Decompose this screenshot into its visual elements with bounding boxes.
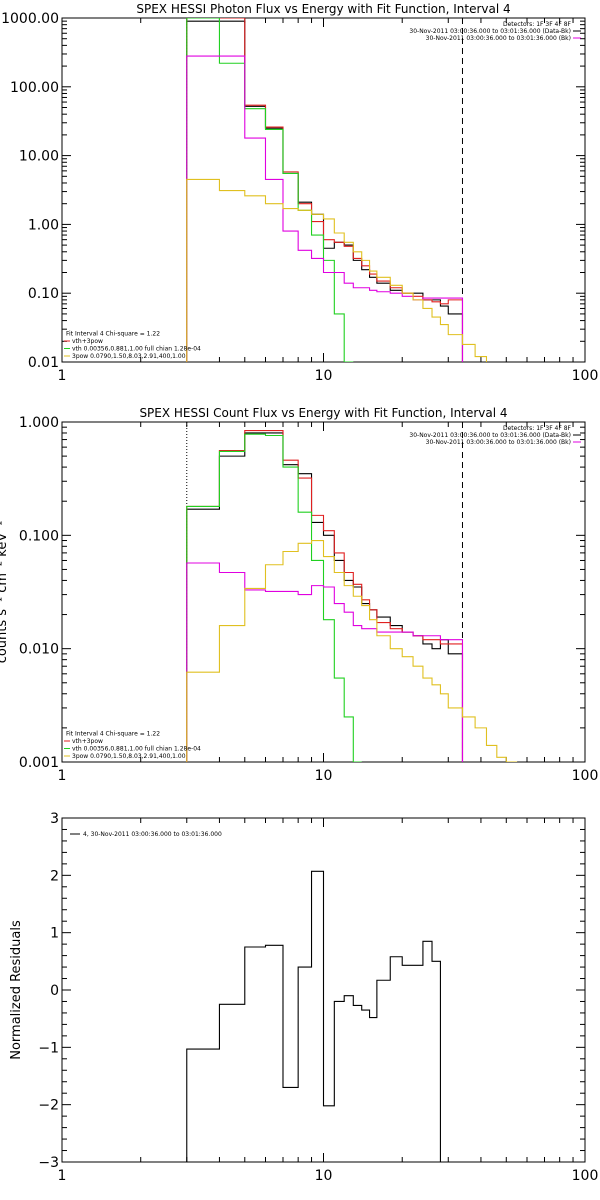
y-tick-label: 0.001: [19, 755, 59, 771]
series-0-histogram: [186, 870, 441, 1162]
series-0-histogram: [186, 432, 464, 762]
y-tick-label: 1000.00: [1, 11, 59, 27]
y-tick-label: −1: [38, 1040, 59, 1056]
legend-entry: vth+3pow: [72, 738, 103, 745]
x-tick-label: 1: [58, 1168, 67, 1184]
photon-flux-panel: SPEX HESSI Photon Flux vs Energy with Fi…: [1, 2, 598, 384]
series-4-histogram: [186, 178, 488, 362]
x-tick-label: 10: [315, 768, 333, 784]
x-tick-label: 100: [572, 1168, 599, 1184]
y-tick-label: −3: [38, 1155, 59, 1171]
y-tick-label: 2: [50, 868, 59, 884]
y-axis-label: Normalized Residuals: [9, 920, 24, 1060]
x-tick-label: 1: [58, 368, 67, 384]
series-2-histogram: [186, 433, 362, 762]
x-tick-label: 100: [572, 768, 599, 784]
legend-entry: 30-Nov-2011 03:00:36.000 to 03:01:36.000…: [426, 439, 571, 446]
legend-entry: vth+3pow: [72, 338, 103, 345]
y-tick-label: 100.00: [10, 80, 59, 96]
x-tick-label: 1: [58, 768, 67, 784]
y-tick-label: −2: [38, 1098, 59, 1114]
legend-entry: Detectors: 1F 3F 4F 8F: [503, 21, 572, 28]
x-tick-label: 10: [315, 368, 333, 384]
legend-entry: vth 0.00356,0.881,1.00 full chian 1.28e-…: [72, 746, 201, 753]
y-tick-label: 0: [50, 983, 59, 999]
y-tick-label: 1.00: [28, 217, 59, 233]
series-2-histogram: [186, 18, 354, 362]
legend-entry: 30-Nov-2011 03:00:36.000 to 03:01:36.000…: [409, 432, 571, 439]
y-tick-label: 0.100: [19, 528, 59, 544]
y-tick-label: 0.01: [28, 355, 59, 371]
x-tick-label: 10: [315, 1168, 333, 1184]
y-tick-label: 0.010: [19, 642, 59, 658]
series-3-histogram: [186, 562, 464, 762]
y-tick-label: 0.10: [28, 286, 59, 302]
count-flux-panel: SPEX HESSI Count Flux vs Energy with Fit…: [0, 406, 598, 784]
x-tick-label: 100: [572, 368, 599, 384]
y-tick-label: 1: [50, 926, 59, 942]
legend-entry: vth 0.00356,0.881,1.00 full chian 1.28e-…: [72, 346, 201, 353]
y-tick-label: 10.00: [19, 149, 59, 165]
y-tick-label: 3: [50, 811, 59, 827]
y-axis-label: counts s⁻¹ cm⁻² keV⁻¹: [0, 521, 10, 664]
plot-frame: [61, 17, 586, 363]
chart-title: SPEX HESSI Photon Flux vs Energy with Fi…: [136, 2, 510, 16]
legend-entry: Detectors: 1F 3F 4F 8F: [503, 425, 572, 432]
legend-entry: 3pow 0.0790,1.50,8.03,2.91,400,1.00: [72, 353, 186, 360]
legend-entry: Fit Interval 4 Chi-square = 1.22: [66, 731, 160, 738]
legend-entry: 4, 30-Nov-2011 03:00:36.000 to 03:01:36.…: [83, 831, 222, 838]
y-tick-label: 1.000: [19, 415, 59, 431]
series-0-histogram: [186, 20, 464, 362]
legend-entry: 30-Nov-2011 03:00:36.000 to 03:01:36.000…: [409, 28, 571, 35]
legend-entry: 3pow 0.0790,1.50,8.03,2.91,400,1.00: [72, 753, 186, 760]
series-1-histogram: [186, 430, 464, 762]
series-1-histogram: [186, 18, 464, 362]
legend-entry: 30-Nov-2011 03:00:36.000 to 03:01:36.000…: [426, 35, 571, 42]
legend-entry: Fit Interval 4 Chi-square = 1.22: [66, 331, 160, 338]
series-3-histogram: [186, 55, 464, 362]
chart-title: SPEX HESSI Count Flux vs Energy with Fit…: [139, 406, 507, 420]
series-4-histogram: [186, 539, 518, 762]
